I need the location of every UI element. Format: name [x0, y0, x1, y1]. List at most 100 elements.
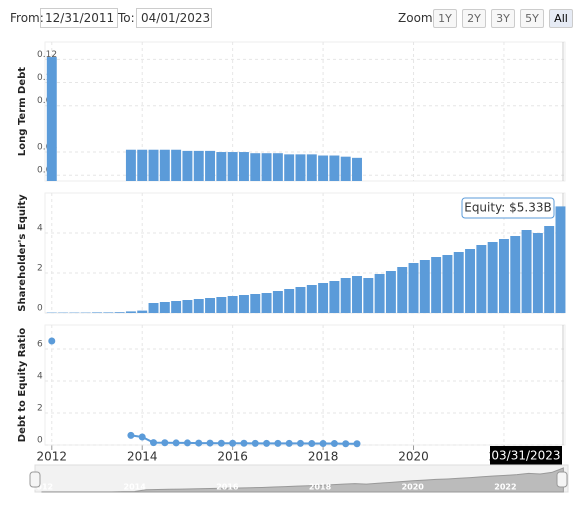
bar: [205, 298, 216, 313]
marker: [353, 440, 361, 448]
zoom-button[interactable]: All: [549, 9, 573, 28]
bar: [476, 245, 487, 313]
x-tick-label: 2012: [37, 450, 68, 464]
x-tick-label: 2016: [217, 450, 248, 464]
bar: [306, 154, 317, 181]
marker: [330, 440, 338, 448]
navigator-area: [41, 467, 564, 493]
bar: [182, 150, 193, 181]
bar: [431, 257, 442, 313]
bar: [453, 252, 464, 313]
navigator-label: 2016: [216, 483, 239, 492]
marker: [308, 440, 316, 448]
tooltip-text: Equity: $5.33B: [464, 201, 552, 215]
marker: [274, 439, 282, 447]
marker: [48, 337, 56, 345]
to-input[interactable]: 04/01/2023: [136, 8, 212, 28]
marker: [229, 439, 237, 447]
zoom-button[interactable]: 2Y: [462, 9, 486, 28]
bar: [318, 155, 329, 181]
navigator-handle[interactable]: [29, 471, 41, 488]
marker: [195, 439, 203, 447]
y-axis-label: Shareholder's Equity: [17, 194, 28, 312]
bar: [216, 152, 227, 181]
bar: [92, 312, 102, 313]
bar: [295, 287, 306, 313]
zoom-button[interactable]: 3Y: [491, 9, 515, 28]
bar: [159, 302, 170, 313]
bar: [329, 281, 340, 313]
x-tick-label: 2014: [127, 450, 158, 464]
y-tick-label: 2: [37, 264, 43, 274]
bar: [137, 310, 148, 313]
navigator-handle[interactable]: [556, 471, 568, 488]
marker: [263, 439, 271, 447]
x-tick-label: 2018: [308, 450, 339, 464]
bar: [137, 149, 148, 181]
y-tick-label: 4: [37, 372, 43, 382]
navigator-label: 2018: [309, 483, 332, 492]
bar: [555, 206, 566, 313]
marker: [251, 439, 259, 447]
bar: [442, 255, 453, 313]
from-input[interactable]: 12/31/2011: [40, 8, 118, 28]
bar: [261, 293, 272, 313]
bar: [284, 154, 295, 181]
bar: [193, 150, 204, 181]
marker: [319, 440, 327, 448]
bar: [295, 154, 306, 181]
bar: [114, 312, 125, 313]
tooltip: Equity: $5.33B: [461, 197, 555, 219]
y-tick-label: 0: [37, 436, 43, 446]
bar: [487, 242, 498, 313]
bar: [352, 276, 362, 313]
bar: [250, 294, 261, 313]
bar: [329, 155, 340, 181]
y-axis-label: Long Term Debt: [17, 67, 28, 156]
bar: [408, 263, 419, 313]
bar: [318, 283, 329, 313]
zoom-label: Zoom:: [398, 11, 437, 25]
tooltip-box: [461, 197, 555, 219]
marker: [296, 439, 304, 447]
bar: [544, 226, 555, 313]
crosshair-label: 03/31/2023: [491, 449, 560, 463]
zoom-button[interactable]: 1Y: [433, 9, 457, 28]
bar: [125, 149, 136, 181]
bar: [363, 278, 374, 313]
bar: [182, 300, 193, 313]
navigator-label: 2022: [494, 483, 516, 492]
marker: [342, 440, 350, 448]
marker: [217, 439, 225, 447]
bar: [193, 299, 204, 313]
bar: [352, 157, 362, 181]
bar: [272, 153, 283, 181]
bar: [465, 249, 476, 313]
bar: [46, 57, 57, 181]
bar: [250, 153, 261, 181]
bar: [340, 278, 351, 313]
marker: [240, 439, 248, 447]
y-axis-label: Debt to Equity Ratio: [17, 328, 28, 443]
to-label: To:: [118, 11, 135, 25]
from-label: From:: [10, 11, 44, 25]
marker: [150, 439, 158, 447]
marker: [127, 431, 135, 439]
zoom-button[interactable]: 5Y: [520, 9, 544, 28]
marker: [161, 439, 169, 447]
bar: [374, 274, 385, 313]
y-tick-label: 0.12: [37, 50, 57, 60]
bar: [205, 150, 216, 181]
bar: [521, 230, 532, 313]
marker: [206, 439, 214, 447]
bar: [261, 153, 272, 181]
bar: [125, 311, 136, 313]
bar: [272, 291, 283, 313]
bar: [148, 149, 159, 181]
y-tick-label: 4: [37, 224, 43, 234]
crosshair-box: [490, 446, 562, 466]
bar: [171, 301, 182, 313]
navigator-label: 2014: [124, 483, 147, 492]
